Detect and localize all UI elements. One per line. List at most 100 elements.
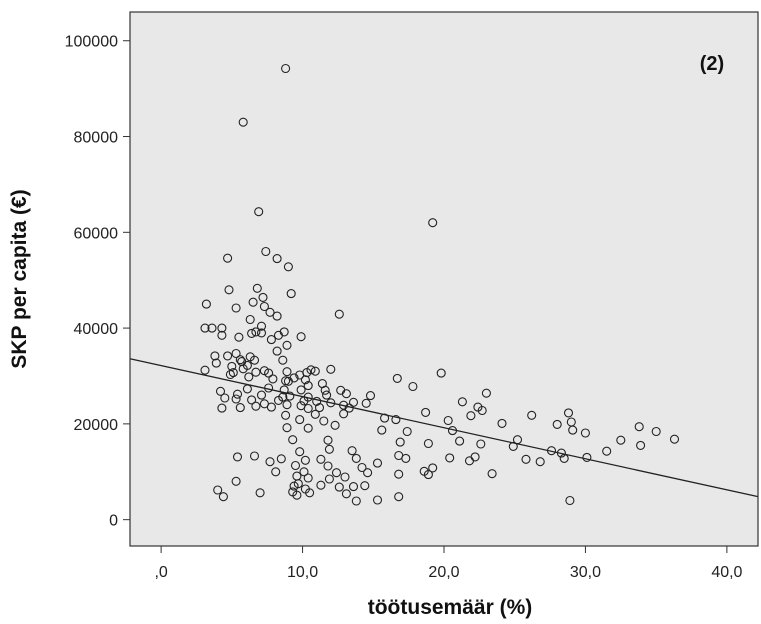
data-point — [341, 489, 351, 499]
data-point — [272, 254, 282, 264]
data-point — [232, 452, 243, 462]
data-point — [289, 481, 299, 491]
data-point — [249, 451, 260, 461]
y-tick-label: 80000 — [74, 130, 119, 147]
data-point — [563, 408, 574, 418]
data-point — [340, 472, 350, 482]
data-point — [251, 367, 261, 377]
data-point — [377, 425, 387, 435]
data-point — [423, 470, 433, 480]
data-point — [225, 369, 235, 380]
data-point — [296, 332, 306, 342]
data-point — [235, 355, 245, 365]
data-point — [200, 365, 210, 375]
data-point — [265, 307, 275, 317]
data-point — [339, 409, 349, 419]
data-point — [497, 418, 507, 428]
data-point — [231, 303, 241, 313]
data-point — [428, 218, 438, 228]
data-point — [314, 403, 325, 413]
data-point — [455, 436, 465, 446]
data-point — [282, 340, 292, 350]
y-tick-label: 100000 — [65, 34, 118, 51]
data-point — [281, 63, 291, 74]
data-point — [341, 389, 351, 399]
data-point — [372, 458, 383, 468]
data-point — [316, 480, 326, 490]
data-point — [217, 403, 227, 413]
data-point — [215, 386, 226, 396]
y-axis-title: SKP per capita (€) — [8, 189, 31, 368]
data-point — [273, 330, 284, 340]
data-point — [278, 355, 288, 365]
data-point — [201, 299, 211, 309]
data-point — [428, 463, 438, 473]
data-point — [320, 385, 330, 395]
data-point — [521, 454, 531, 464]
data-point — [261, 246, 271, 257]
data-point — [223, 351, 233, 361]
data-point — [324, 474, 334, 484]
data-point — [651, 426, 661, 437]
y-axis: 0 20000 40000 60000 80000 100000 — [65, 34, 130, 530]
data-point — [372, 495, 383, 505]
data-point — [316, 454, 326, 464]
data-point — [272, 346, 282, 356]
data-point — [281, 410, 291, 420]
data-point — [251, 401, 261, 411]
data-point — [256, 321, 267, 331]
data-point — [357, 462, 367, 473]
data-point — [602, 446, 612, 456]
data-point — [303, 403, 313, 414]
data-point — [305, 488, 315, 498]
data-point — [634, 422, 644, 432]
data-point — [266, 335, 276, 345]
data-point — [210, 351, 220, 361]
data-point — [231, 348, 241, 359]
data-point — [273, 395, 284, 405]
data-point — [300, 375, 310, 385]
data-point — [231, 394, 241, 404]
x-tick-label: ,0 — [154, 564, 167, 581]
data-point — [323, 435, 333, 445]
data-point — [351, 453, 361, 463]
data-point — [365, 391, 376, 401]
data-point — [283, 262, 293, 272]
data-point — [394, 469, 404, 479]
data-point — [331, 468, 342, 478]
data-point — [348, 397, 359, 407]
x-axis: ,0 10,0 20,0 30,0 40,0 — [154, 546, 743, 581]
data-point — [436, 368, 446, 378]
data-point — [279, 385, 289, 395]
panel-label: (2) — [700, 53, 724, 75]
data-point — [312, 396, 322, 406]
data-point — [259, 301, 269, 312]
y-tick-label: 20000 — [74, 417, 119, 434]
data-point — [487, 469, 497, 479]
data-point — [423, 438, 433, 449]
data-point — [464, 456, 475, 466]
data-point — [235, 403, 245, 413]
data-point — [295, 370, 305, 380]
y-tick-label: 40000 — [74, 321, 119, 338]
data-point — [254, 207, 264, 217]
data-point — [245, 314, 255, 325]
data-point — [211, 358, 221, 368]
data-points — [200, 63, 680, 506]
data-point — [266, 402, 276, 412]
data-point — [535, 457, 545, 467]
data-point — [264, 368, 274, 378]
data-point — [326, 364, 336, 374]
data-point — [580, 428, 590, 438]
x-tick-label: 20,0 — [428, 564, 459, 581]
data-point — [582, 452, 592, 462]
x-tick-label: 30,0 — [570, 564, 601, 581]
data-point — [286, 289, 296, 299]
data-point — [310, 409, 320, 419]
data-point — [272, 311, 282, 321]
data-point — [351, 496, 361, 506]
data-point — [247, 328, 257, 338]
data-point — [363, 468, 373, 478]
data-point — [361, 398, 371, 408]
data-point — [360, 481, 370, 491]
